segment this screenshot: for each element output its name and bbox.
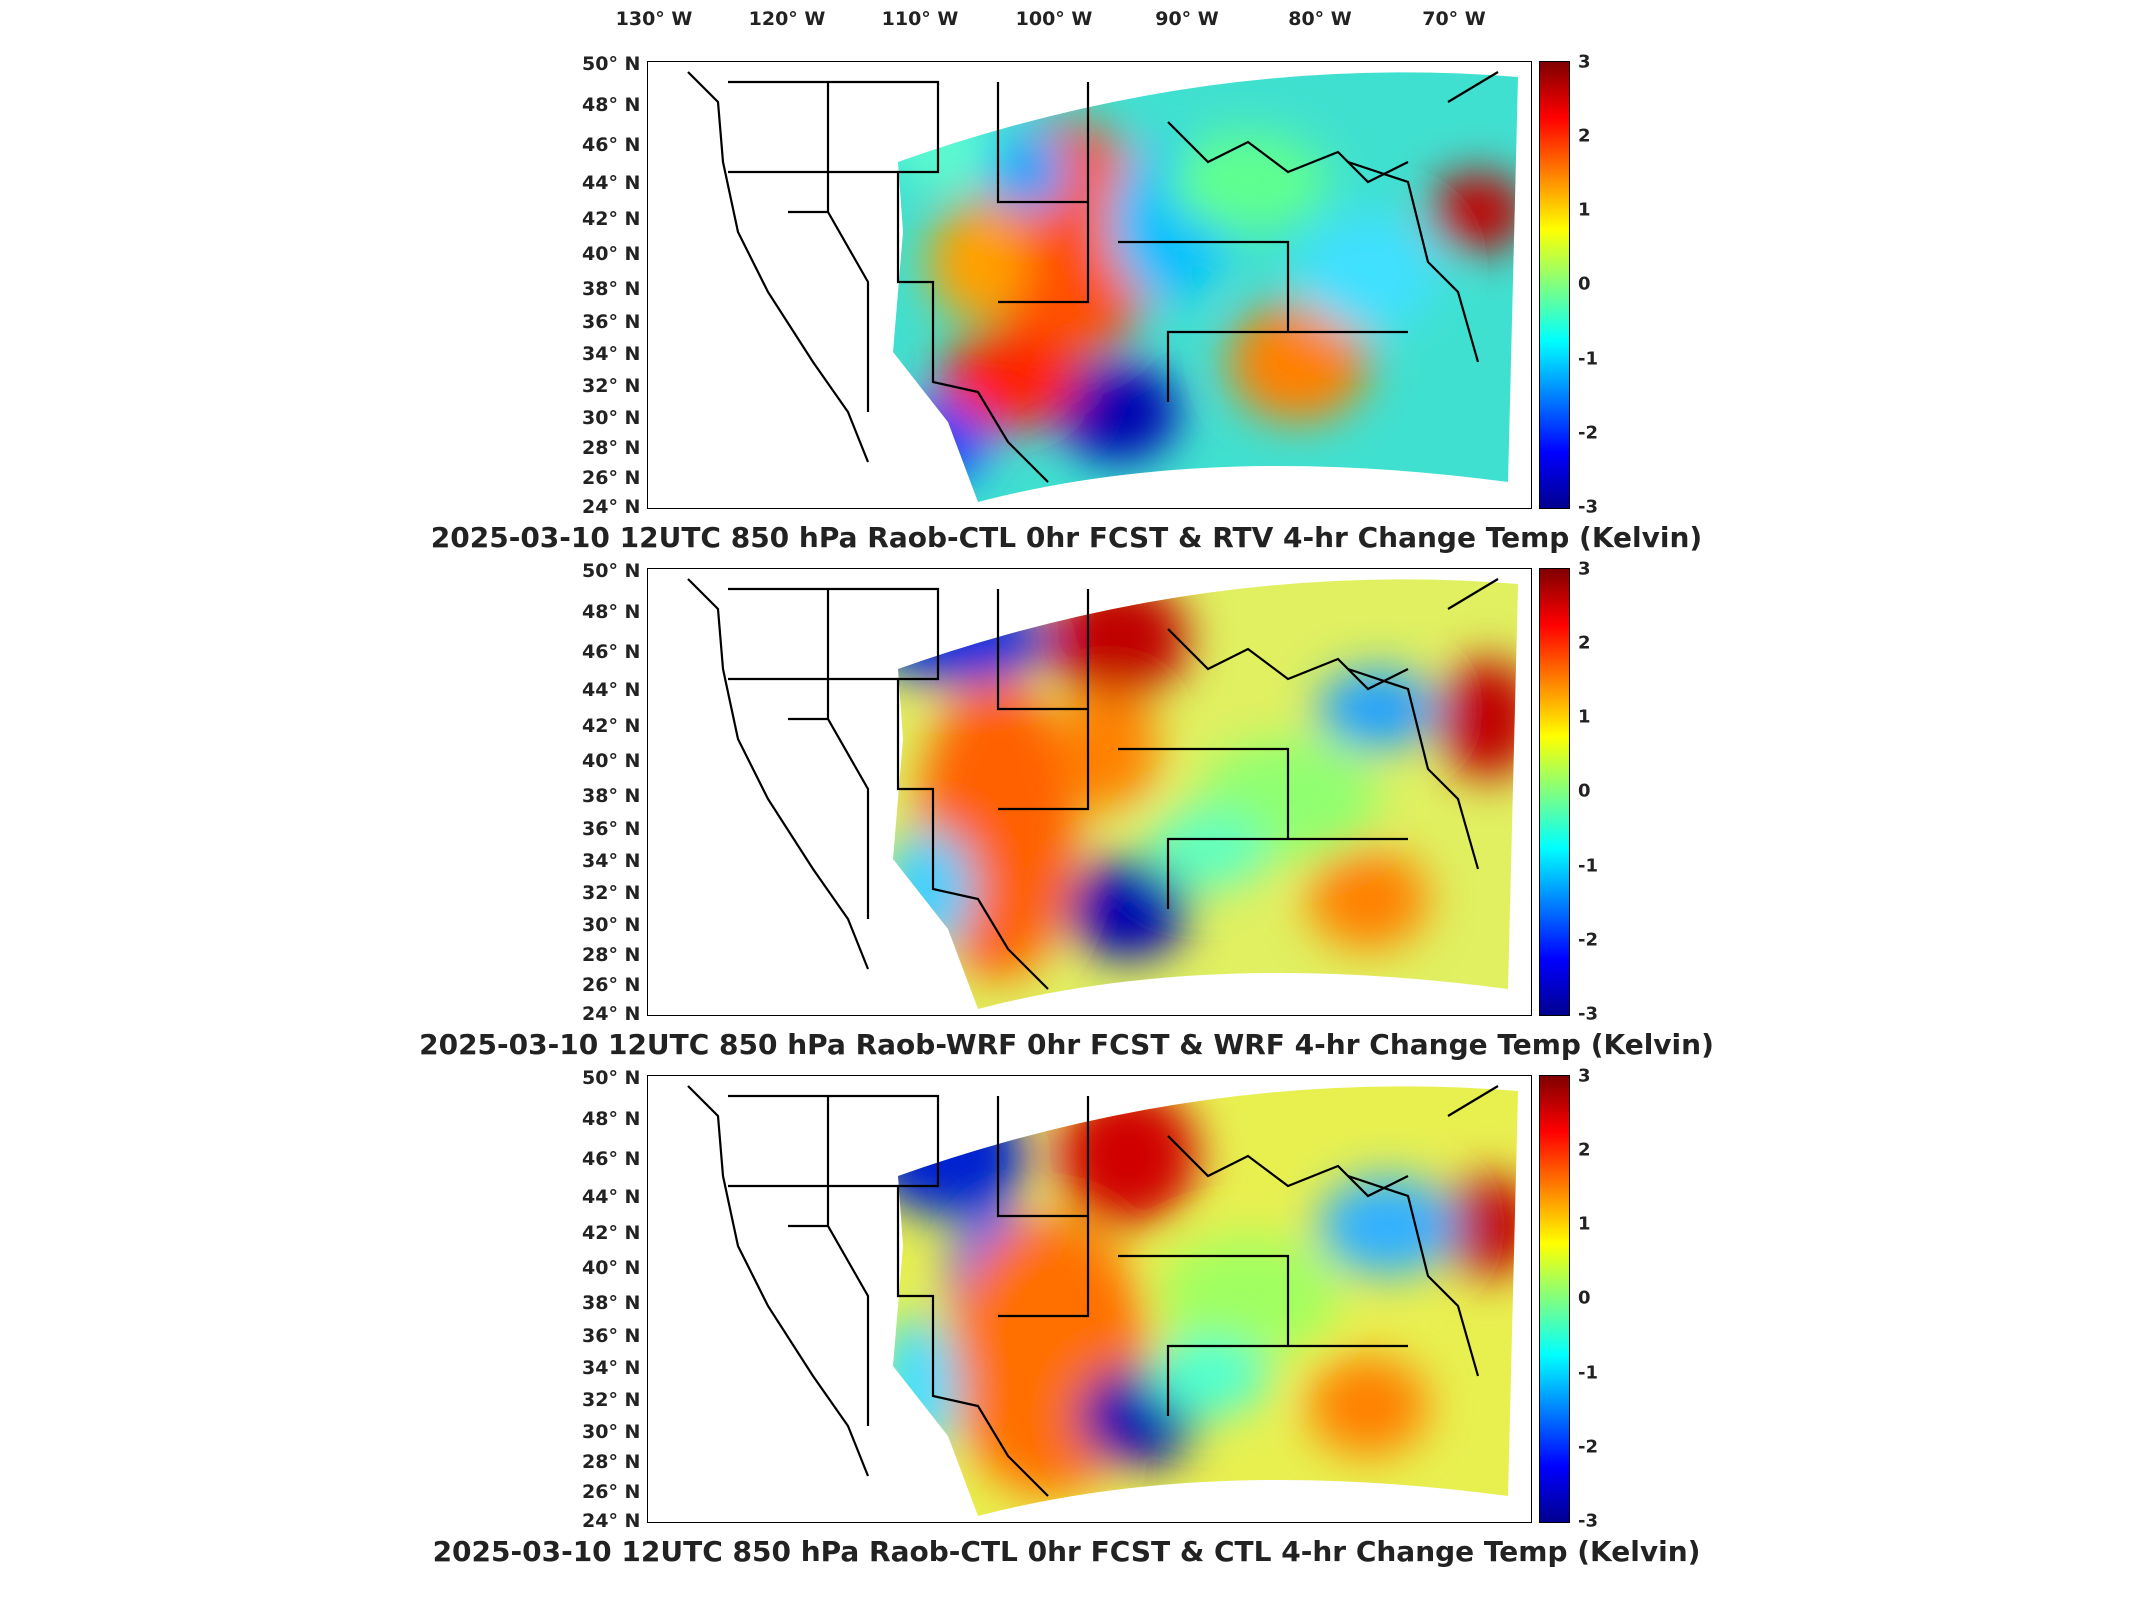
lat-label: 46° N	[582, 134, 641, 156]
lat-label: 24° N	[582, 496, 641, 518]
map-area	[647, 568, 1532, 1016]
lon-label: 90° W	[1155, 8, 1219, 30]
lon-label: 100° W	[1015, 8, 1093, 30]
colorbar-tick: 0	[1578, 273, 1591, 295]
panel-title: 2025-03-10 12UTC 850 hPa Raob-WRF 0hr FC…	[419, 1028, 1714, 1061]
lat-label: 32° N	[582, 1389, 641, 1411]
lat-label: 36° N	[582, 818, 641, 840]
colorbar-tick: 2	[1578, 632, 1591, 654]
colorbar-tick: -1	[1578, 1362, 1598, 1384]
colorbar-tick: 0	[1578, 780, 1591, 802]
colorbar-tick: 3	[1578, 1065, 1591, 1087]
lat-label: 44° N	[582, 679, 641, 701]
lat-label: 30° N	[582, 407, 641, 429]
colorbar	[1539, 61, 1570, 509]
lat-label: 26° N	[582, 974, 641, 996]
colorbar-tick: -2	[1578, 1436, 1598, 1458]
lat-label: 48° N	[582, 94, 641, 116]
colorbar-tick: -3	[1578, 496, 1598, 518]
lat-label: 50° N	[582, 560, 641, 582]
colorbar-tick: -3	[1578, 1003, 1598, 1025]
lat-label: 24° N	[582, 1003, 641, 1025]
lat-label: 42° N	[582, 208, 641, 230]
panel-title: 2025-03-10 12UTC 850 hPa Raob-CTL 0hr FC…	[430, 521, 1703, 554]
longitude-axis: 130° W 120° W 110° W 100° W 90° W 80° W …	[0, 0, 2133, 40]
map-area	[647, 1075, 1532, 1523]
lat-label: 40° N	[582, 243, 641, 265]
lon-label: 130° W	[615, 8, 693, 30]
colorbar-tick: -2	[1578, 929, 1598, 951]
colorbar-tick: 1	[1578, 1213, 1591, 1235]
lat-label: 36° N	[582, 1325, 641, 1347]
lat-label: 30° N	[582, 1421, 641, 1443]
panel-title: 2025-03-10 12UTC 850 hPa Raob-CTL 0hr FC…	[432, 1535, 1701, 1568]
lat-label: 42° N	[582, 715, 641, 737]
lon-label: 80° W	[1288, 8, 1352, 30]
lat-label: 40° N	[582, 1257, 641, 1279]
lat-label: 48° N	[582, 1108, 641, 1130]
lat-label: 34° N	[582, 850, 641, 872]
lat-label: 32° N	[582, 882, 641, 904]
lat-label: 32° N	[582, 375, 641, 397]
lon-label: 70° W	[1422, 8, 1486, 30]
lat-label: 46° N	[582, 1148, 641, 1170]
lat-label: 40° N	[582, 750, 641, 772]
colorbar-tick: -1	[1578, 855, 1598, 877]
lat-label: 34° N	[582, 343, 641, 365]
colorbar-tick: 1	[1578, 199, 1591, 221]
colorbar-tick: 2	[1578, 125, 1591, 147]
colorbar-tick: 3	[1578, 558, 1591, 580]
lat-label: 30° N	[582, 914, 641, 936]
colorbar-tick: 0	[1578, 1287, 1591, 1309]
colorbar-tick: -2	[1578, 422, 1598, 444]
lat-label: 26° N	[582, 467, 641, 489]
lat-label: 28° N	[582, 944, 641, 966]
colorbar-tick: -3	[1578, 1510, 1598, 1532]
lat-label: 50° N	[582, 53, 641, 75]
lat-label: 38° N	[582, 785, 641, 807]
colorbar-tick: 3	[1578, 51, 1591, 73]
lat-label: 28° N	[582, 1451, 641, 1473]
lon-label: 120° W	[748, 8, 826, 30]
lat-label: 46° N	[582, 641, 641, 663]
lat-label: 38° N	[582, 1292, 641, 1314]
lon-label: 110° W	[881, 8, 959, 30]
lat-label: 24° N	[582, 1510, 641, 1532]
colorbar-tick: 2	[1578, 1139, 1591, 1161]
lat-label: 28° N	[582, 437, 641, 459]
lat-label: 44° N	[582, 1186, 641, 1208]
lat-label: 44° N	[582, 172, 641, 194]
colorbar-tick: 1	[1578, 706, 1591, 728]
lat-label: 26° N	[582, 1481, 641, 1503]
lat-label: 50° N	[582, 1067, 641, 1089]
map-area	[647, 61, 1532, 509]
lat-label: 34° N	[582, 1357, 641, 1379]
lat-label: 48° N	[582, 601, 641, 623]
lat-label: 42° N	[582, 1222, 641, 1244]
lat-label: 36° N	[582, 311, 641, 333]
colorbar	[1539, 1075, 1570, 1523]
lat-label: 38° N	[582, 278, 641, 300]
colorbar	[1539, 568, 1570, 1016]
colorbar-tick: -1	[1578, 348, 1598, 370]
